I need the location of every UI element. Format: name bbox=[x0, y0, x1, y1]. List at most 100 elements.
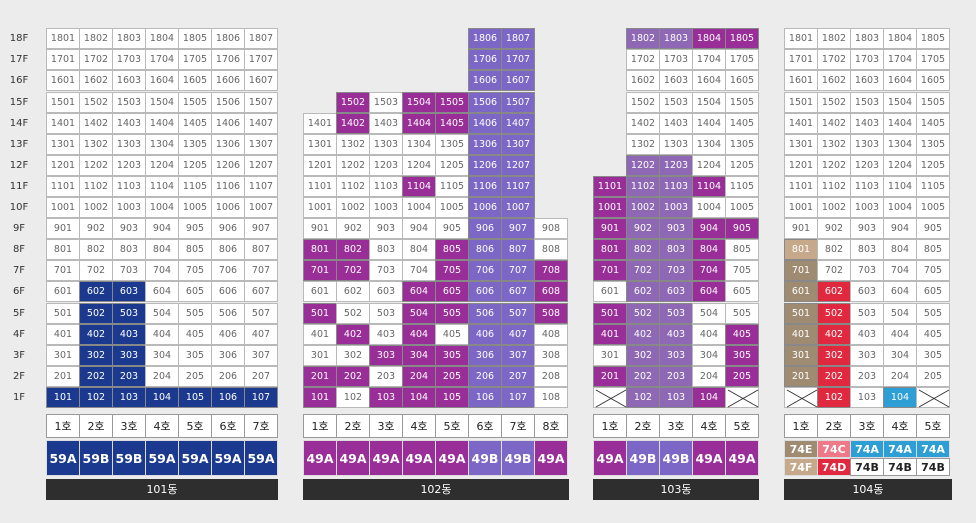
unit-cell[interactable]: 603 bbox=[850, 281, 884, 303]
unit-cell[interactable]: 1303 bbox=[112, 133, 146, 155]
unit-cell[interactable]: 1204 bbox=[883, 154, 917, 176]
unit-cell[interactable]: 1204 bbox=[402, 154, 436, 176]
unit-cell[interactable]: 1505 bbox=[916, 91, 950, 113]
unit-cell[interactable]: 1206 bbox=[468, 154, 502, 176]
unit-cell[interactable]: 704 bbox=[692, 260, 726, 282]
unit-cell[interactable]: 501 bbox=[46, 302, 80, 324]
unit-cell[interactable]: 1302 bbox=[336, 133, 370, 155]
unit-cell[interactable]: 1802 bbox=[817, 28, 851, 50]
unit-cell[interactable]: 802 bbox=[79, 239, 113, 261]
unit-cell[interactable]: 902 bbox=[626, 218, 660, 240]
unit-cell[interactable]: 704 bbox=[402, 260, 436, 282]
unit-cell[interactable]: 1006 bbox=[468, 197, 502, 218]
unit-cell[interactable]: 1803 bbox=[850, 28, 884, 50]
unit-cell[interactable]: 101 bbox=[46, 386, 80, 408]
unit-cell[interactable]: 1102 bbox=[626, 175, 660, 197]
unit-cell[interactable]: 1602 bbox=[79, 70, 113, 92]
unit-cell[interactable]: 1803 bbox=[112, 28, 146, 50]
unit-cell[interactable]: 1005 bbox=[178, 197, 212, 218]
unit-cell[interactable]: 1505 bbox=[725, 91, 759, 113]
unit-cell[interactable]: 904 bbox=[402, 218, 436, 240]
unit-cell[interactable]: 1007 bbox=[501, 197, 535, 218]
unit-cell[interactable]: 1304 bbox=[145, 133, 179, 155]
unit-cell[interactable]: 303 bbox=[850, 344, 884, 366]
unit-cell[interactable]: 703 bbox=[659, 260, 693, 282]
unit-cell[interactable]: 1003 bbox=[659, 197, 693, 218]
unit-cell[interactable]: 1405 bbox=[725, 112, 759, 134]
unit-cell[interactable]: 1504 bbox=[883, 91, 917, 113]
unit-cell[interactable]: 1202 bbox=[817, 154, 851, 176]
unit-cell[interactable]: 201 bbox=[46, 365, 80, 387]
unit-cell[interactable]: 903 bbox=[112, 218, 146, 240]
unit-cell[interactable]: 403 bbox=[659, 323, 693, 345]
unit-cell[interactable]: 303 bbox=[112, 344, 146, 366]
unit-cell[interactable]: 706 bbox=[211, 260, 245, 282]
unit-cell[interactable]: 1304 bbox=[692, 133, 726, 155]
unit-cell[interactable]: 1802 bbox=[626, 28, 660, 50]
unit-cell[interactable]: 1504 bbox=[402, 91, 436, 113]
unit-cell[interactable]: 605 bbox=[916, 281, 950, 303]
unit-cell[interactable]: 401 bbox=[46, 323, 80, 345]
unit-cell[interactable]: 707 bbox=[501, 260, 535, 282]
unit-cell[interactable]: 205 bbox=[178, 365, 212, 387]
unit-cell[interactable]: 106 bbox=[468, 386, 502, 408]
unit-cell[interactable]: 1203 bbox=[659, 154, 693, 176]
unit-cell[interactable]: 1305 bbox=[916, 133, 950, 155]
unit-cell[interactable]: 1703 bbox=[112, 49, 146, 71]
unit-cell[interactable]: 504 bbox=[402, 302, 436, 324]
unit-cell[interactable]: 504 bbox=[883, 302, 917, 324]
unit-cell[interactable]: 301 bbox=[593, 344, 627, 366]
unit-cell[interactable]: 804 bbox=[692, 239, 726, 261]
unit-cell[interactable]: 702 bbox=[79, 260, 113, 282]
unit-cell[interactable]: 1001 bbox=[593, 197, 627, 218]
unit-cell[interactable]: 1302 bbox=[626, 133, 660, 155]
unit-cell[interactable]: 102 bbox=[336, 386, 370, 408]
unit-cell[interactable]: 402 bbox=[336, 323, 370, 345]
unit-cell[interactable]: 1506 bbox=[211, 91, 245, 113]
unit-cell[interactable]: 1306 bbox=[468, 133, 502, 155]
unit-cell[interactable]: 302 bbox=[817, 344, 851, 366]
unit-cell[interactable]: 905 bbox=[725, 218, 759, 240]
unit-cell[interactable]: 906 bbox=[211, 218, 245, 240]
unit-cell[interactable]: 1804 bbox=[145, 28, 179, 50]
unit-cell[interactable]: 1403 bbox=[659, 112, 693, 134]
unit-cell[interactable]: 1405 bbox=[916, 112, 950, 134]
unit-cell[interactable]: 1102 bbox=[336, 175, 370, 197]
unit-cell[interactable]: 207 bbox=[501, 365, 535, 387]
unit-cell[interactable]: 1002 bbox=[336, 197, 370, 218]
unit-cell[interactable]: 1001 bbox=[303, 197, 337, 218]
unit-cell[interactable]: 505 bbox=[725, 302, 759, 324]
unit-cell[interactable]: 1801 bbox=[784, 28, 818, 50]
unit-cell[interactable]: 1106 bbox=[468, 175, 502, 197]
unit-cell[interactable]: 1807 bbox=[501, 28, 535, 50]
unit-cell[interactable]: 103 bbox=[659, 386, 693, 408]
unit-cell[interactable]: 1005 bbox=[725, 197, 759, 218]
unit-cell[interactable]: 1505 bbox=[178, 91, 212, 113]
unit-cell[interactable]: 1501 bbox=[46, 91, 80, 113]
unit-cell[interactable]: 404 bbox=[145, 323, 179, 345]
unit-cell[interactable]: 602 bbox=[79, 281, 113, 303]
unit-cell[interactable]: 1003 bbox=[112, 197, 146, 218]
unit-cell[interactable]: 905 bbox=[916, 218, 950, 240]
unit-cell[interactable]: 703 bbox=[112, 260, 146, 282]
unit-cell[interactable]: 1004 bbox=[883, 197, 917, 218]
unit-cell[interactable]: 1004 bbox=[402, 197, 436, 218]
unit-cell[interactable]: 302 bbox=[336, 344, 370, 366]
unit-cell[interactable]: 904 bbox=[145, 218, 179, 240]
unit-cell[interactable]: 1002 bbox=[626, 197, 660, 218]
unit-cell[interactable]: 405 bbox=[725, 323, 759, 345]
unit-cell[interactable]: 903 bbox=[659, 218, 693, 240]
unit-cell[interactable]: 1705 bbox=[178, 49, 212, 71]
unit-cell[interactable]: 1306 bbox=[211, 133, 245, 155]
unit-cell[interactable]: 1005 bbox=[916, 197, 950, 218]
unit-cell[interactable]: 1402 bbox=[336, 112, 370, 134]
unit-cell[interactable]: 1802 bbox=[79, 28, 113, 50]
unit-cell[interactable]: 901 bbox=[593, 218, 627, 240]
unavailable-unit-cell[interactable] bbox=[725, 386, 759, 408]
unit-cell[interactable]: 403 bbox=[112, 323, 146, 345]
unit-cell[interactable]: 1102 bbox=[817, 175, 851, 197]
unit-cell[interactable]: 102 bbox=[626, 386, 660, 408]
unit-cell[interactable]: 1502 bbox=[79, 91, 113, 113]
unit-cell[interactable]: 1105 bbox=[178, 175, 212, 197]
unit-cell[interactable]: 1707 bbox=[501, 49, 535, 71]
